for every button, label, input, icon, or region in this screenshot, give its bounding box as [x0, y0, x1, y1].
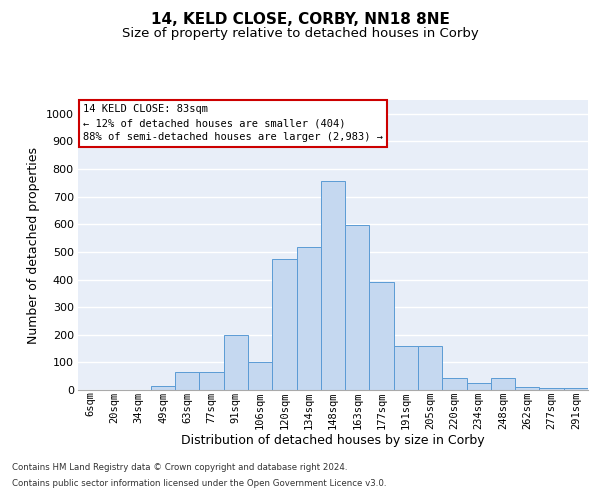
Bar: [296, 246, 321, 390]
Bar: [564, 388, 588, 390]
Bar: [199, 372, 224, 390]
Bar: [442, 378, 467, 390]
Bar: [321, 181, 345, 390]
Bar: [539, 388, 564, 390]
Bar: [515, 386, 539, 390]
Text: Contains HM Land Registry data © Crown copyright and database right 2024.: Contains HM Land Registry data © Crown c…: [12, 464, 347, 472]
Bar: [394, 346, 418, 390]
Bar: [467, 382, 491, 390]
Bar: [151, 386, 175, 390]
Text: 14, KELD CLOSE, CORBY, NN18 8NE: 14, KELD CLOSE, CORBY, NN18 8NE: [151, 12, 449, 28]
Bar: [370, 282, 394, 390]
Text: Contains public sector information licensed under the Open Government Licence v3: Contains public sector information licen…: [12, 478, 386, 488]
Bar: [272, 260, 296, 390]
Bar: [418, 346, 442, 390]
Bar: [224, 335, 248, 390]
Text: 14 KELD CLOSE: 83sqm
← 12% of detached houses are smaller (404)
88% of semi-deta: 14 KELD CLOSE: 83sqm ← 12% of detached h…: [83, 104, 383, 142]
Y-axis label: Number of detached properties: Number of detached properties: [27, 146, 40, 344]
Bar: [491, 378, 515, 390]
Bar: [175, 372, 199, 390]
Bar: [248, 362, 272, 390]
Text: Size of property relative to detached houses in Corby: Size of property relative to detached ho…: [122, 28, 478, 40]
X-axis label: Distribution of detached houses by size in Corby: Distribution of detached houses by size …: [181, 434, 485, 448]
Bar: [345, 226, 370, 390]
